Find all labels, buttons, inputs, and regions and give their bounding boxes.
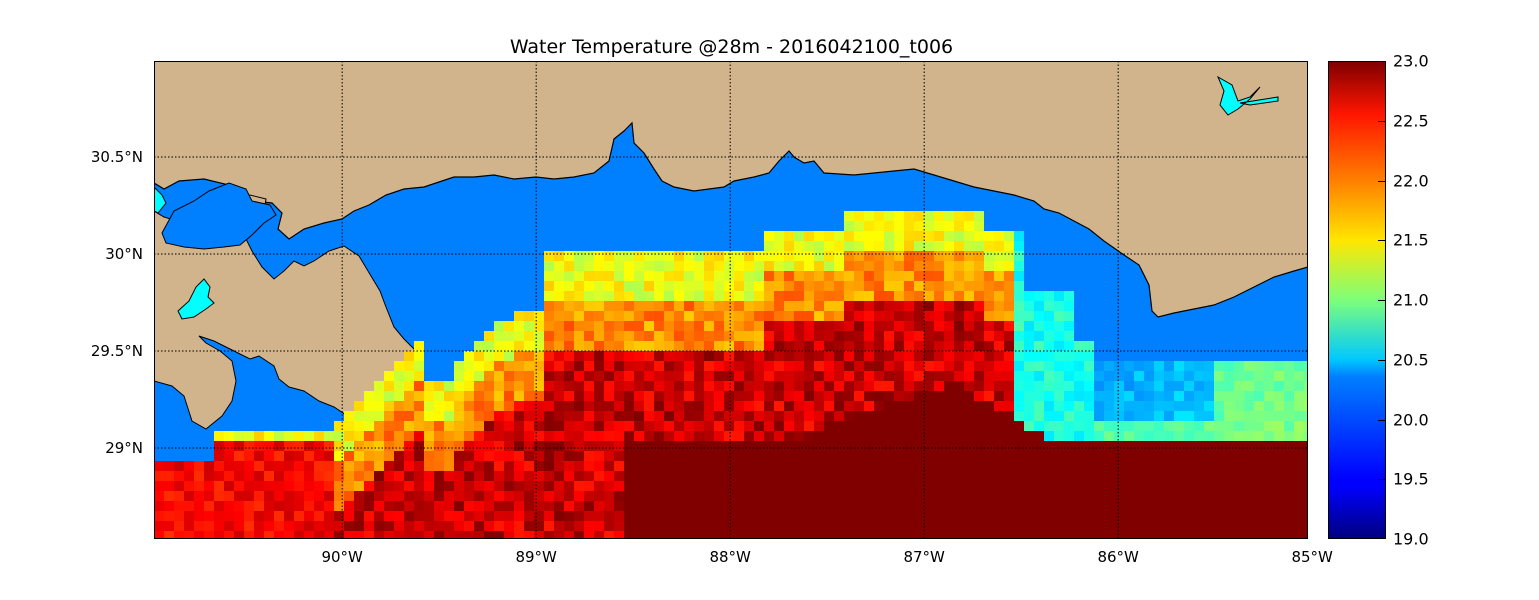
- colorbar-tick: [1378, 479, 1386, 481]
- colorbar-tick-label: 20.0: [1393, 410, 1429, 429]
- colorbar-tick-label: 19.5: [1393, 469, 1429, 489]
- lat-tick-label: 29.5°N: [90, 342, 143, 360]
- colorbar-tick-label: 20.5: [1393, 350, 1429, 370]
- colorbar: [1328, 61, 1386, 539]
- lake-pontchartrain: [161, 182, 277, 250]
- lake-edge: [154, 186, 167, 214]
- lat-tick-label: 30°N: [105, 245, 143, 263]
- colorbar-tick: [1378, 180, 1386, 182]
- map-plot-area: [154, 61, 1308, 539]
- colorbar-tick: [1378, 419, 1386, 421]
- colorbar-tick: [1378, 359, 1386, 361]
- colorbar-tick-label: 22.5: [1393, 111, 1429, 131]
- lon-tick-label: 89°W: [515, 548, 557, 566]
- lon-tick-label: 90°W: [321, 548, 363, 566]
- colorbar-tick-label: 21.5: [1393, 230, 1429, 250]
- colorbar-tick: [1378, 300, 1386, 301]
- colorbar-tick-label: 23.0: [1393, 51, 1429, 71]
- lat-tick-label: 29°N: [105, 439, 143, 457]
- temperature-field: [154, 211, 1308, 539]
- lat-tick-label: 30.5°N: [90, 148, 143, 166]
- colorbar-tick: [1378, 120, 1386, 122]
- colorbar-tick-label: 22.0: [1393, 171, 1429, 190]
- lon-tick-label: 88°W: [709, 548, 751, 566]
- lake-small: [177, 278, 215, 320]
- colorbar-tick-label: 21.0: [1393, 290, 1429, 310]
- colorbar-gradient: [1328, 61, 1386, 539]
- lon-tick-label: 85°W: [1291, 548, 1333, 566]
- graticule: [154, 61, 1308, 539]
- chart-title: Water Temperature @28m - 2016042100_t006: [509, 36, 954, 58]
- lon-tick-label: 86°W: [1097, 548, 1139, 566]
- colorbar-tick-label: 19.0: [1393, 529, 1429, 549]
- lake-top-right: [1216, 75, 1279, 116]
- map-border: [154, 61, 1308, 539]
- lon-tick-label: 87°W: [903, 548, 945, 566]
- colorbar-tick: [1378, 240, 1386, 242]
